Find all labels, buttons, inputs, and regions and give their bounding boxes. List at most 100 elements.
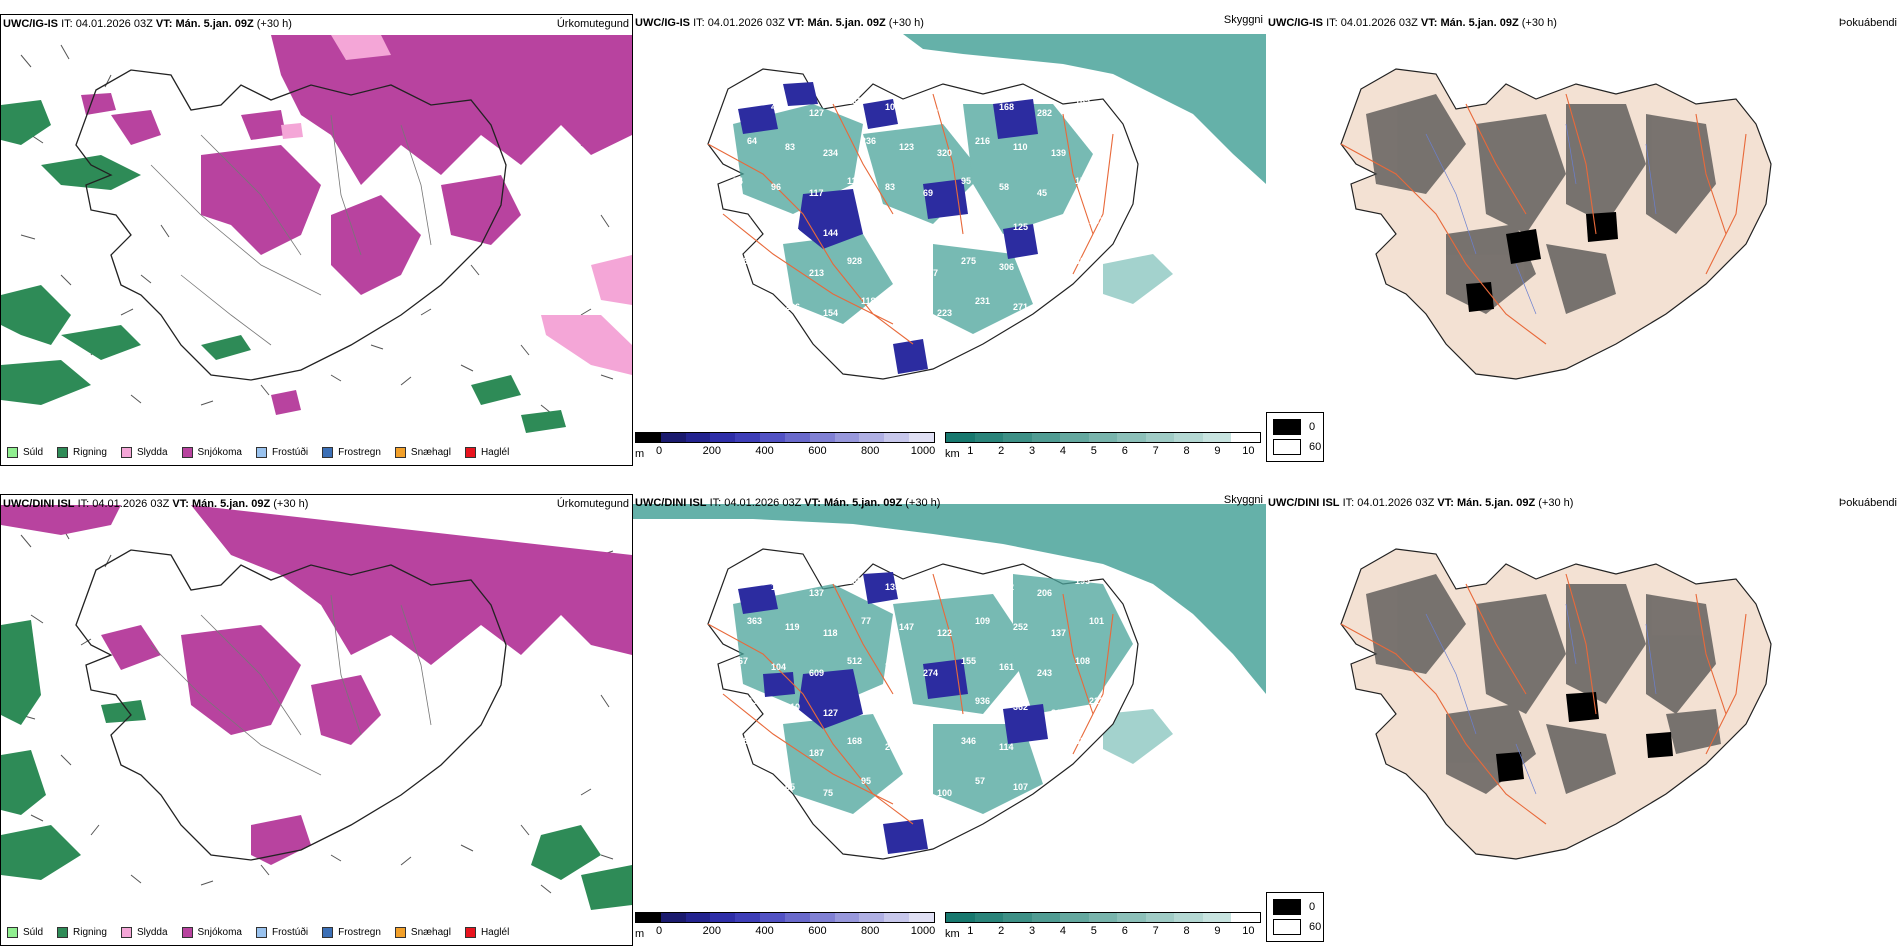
colorbar-cell [1202, 913, 1232, 922]
legend-item: Frostúði [255, 446, 308, 458]
colorbar-cell [1231, 913, 1261, 922]
panel-title: Skyggni [1223, 14, 1263, 26]
colorbar-tick-label: 1000 [910, 925, 936, 937]
colorbar-cell [834, 433, 860, 442]
cloud-base-label: 320 [937, 148, 952, 158]
cloud-map: 994 189 137 256 135 236 131 222 206 195 363 119 118 7… [633, 494, 1266, 914]
cloud-base-label: 276 [1037, 748, 1052, 758]
cloud-base-label: 104 [885, 102, 900, 112]
colorbar-tick-label: 600 [808, 925, 827, 937]
colorbar-cell [660, 433, 686, 442]
colorbar-cell [735, 433, 761, 442]
cloud-base-label: 206 [785, 302, 800, 312]
cloud-base-label: 305 [747, 296, 762, 306]
cloud-base-label: 123 [899, 142, 914, 152]
cloud-base-label: 195 [1075, 576, 1090, 586]
legend-item: Slydda [120, 446, 168, 458]
colorbar-tick-label: 600 [808, 445, 827, 457]
cloud-base-label: 362 [1013, 702, 1028, 712]
cloud-base-label: 68 [975, 216, 985, 226]
cloud-base-patches [738, 572, 1048, 854]
colorbar-cell [859, 433, 885, 442]
panel-title: Þokuábendi [1838, 497, 1897, 509]
rain-areas [1, 620, 632, 910]
roads [1340, 573, 1747, 825]
cloud-base-label: 271 [1013, 302, 1028, 312]
colorbar-cell [1031, 433, 1061, 442]
cloud-base-label: 231 [975, 296, 990, 306]
cloud-base-label: 137 [809, 588, 824, 598]
panel-header: UWC/DINI ISL IT: 04.01.2026 03Z VT: Mán.… [3, 498, 309, 510]
fog-legend: 0 60 [1266, 892, 1324, 942]
colorbar-cell [1174, 913, 1203, 922]
legend-item: Súld [7, 446, 43, 458]
sleet-areas [281, 35, 632, 375]
cloud-base-label: 64 [747, 136, 757, 146]
cloud-base-label: 96 [771, 182, 781, 192]
cloud-base-label: 131 [961, 576, 976, 586]
cloud-base-label: 95 [923, 748, 933, 758]
fog-panel-row2: UWC/DINI ISL IT: 04.01.2026 03Z VT: Mán.… [1266, 494, 1900, 946]
cloud-base-label: 84 [747, 776, 757, 786]
colorbar-cell [809, 913, 835, 922]
legend-item: Rigning [57, 926, 107, 938]
cloud-base-label: 83 [785, 142, 795, 152]
legend-item: Snjókoma [181, 446, 242, 458]
cloud-base-label: 227 [923, 268, 938, 278]
cloud-base-label: 337 [747, 696, 762, 706]
cloud-base-label: 278 [733, 736, 748, 746]
colorbar-cell [1003, 913, 1032, 922]
cloud-base-label: 369 [961, 96, 976, 106]
colorbar-cell [636, 433, 661, 442]
cloud-base-label: 306 [999, 262, 1014, 272]
panel-title: Úrkomutegund [556, 18, 629, 30]
colorbar-tick-label: 200 [702, 925, 721, 937]
cloud-base-label: 95 [861, 776, 871, 786]
internal-lines [150, 594, 432, 776]
internal-lines [150, 114, 432, 346]
cloud-base-label: 101 [1089, 616, 1104, 626]
cloud-base-label: 187 [809, 748, 824, 758]
colorbar-cell [1088, 913, 1118, 922]
cloud-base-label: 928 [847, 256, 862, 266]
panel-title: Skyggni [1223, 494, 1263, 506]
precip-map [1, 495, 632, 919]
iceland-outline [75, 549, 507, 861]
cloud-base-label: 994 [733, 576, 748, 586]
colorbar-tick-label: 3 [1029, 925, 1036, 937]
cloud-base-label: 110 [1013, 142, 1028, 152]
legend-item: Snjókoma [181, 926, 242, 938]
cloud-base-label: 168 [847, 736, 862, 746]
cloud-base-label: 147 [899, 622, 914, 632]
colorbar-tick-label: 8 [1183, 925, 1190, 937]
cloud-base-label: 65 [785, 782, 795, 792]
colorbar-tick-label: 800 [861, 445, 880, 457]
fog-dense [1496, 692, 1673, 782]
panel-header: UWC/IG-IS IT: 04.01.2026 03Z VT: Mán. 5.… [635, 17, 924, 29]
cloud-base-label: 165 [1075, 96, 1090, 106]
cloud-base-label: 34 [1051, 788, 1061, 798]
cloud-base-colorbar: 0 200 400 600 800 1000 m [635, 432, 935, 460]
rain-areas [1, 100, 566, 433]
colorbar-cell [1060, 433, 1089, 442]
fog-panel-row1: UWC/IG-IS IT: 04.01.2026 03Z VT: Mán. 5.… [1266, 14, 1900, 466]
colorbar-tick-label: 6 [1121, 445, 1128, 457]
wind-barbs [20, 524, 614, 894]
cloud-base-label: 111 [785, 222, 799, 232]
legend-swatch [1273, 919, 1301, 935]
colorbar-tick-label: 2 [998, 925, 1005, 937]
cloud-base-label: 275 [961, 256, 976, 266]
cloud-base-label: 149 [1089, 136, 1104, 146]
cloud-base-label: 45 [1037, 188, 1047, 198]
colorbar-tick-label: 200 [702, 445, 721, 457]
cloud-base-label: 139 [1051, 148, 1066, 158]
colorbar-tick-label: 7 [1152, 445, 1159, 457]
cloud-base-label: 1 [747, 216, 752, 226]
fog-legend: 0 60 [1266, 412, 1324, 462]
colorbar-cell [974, 913, 1004, 922]
rivers [1425, 123, 1657, 315]
colorbar-cell [1231, 433, 1261, 442]
cloud-base-label: 186 [1051, 228, 1066, 238]
colorbar-cell [1031, 913, 1061, 922]
cloud-base-label: 274 [923, 668, 938, 678]
